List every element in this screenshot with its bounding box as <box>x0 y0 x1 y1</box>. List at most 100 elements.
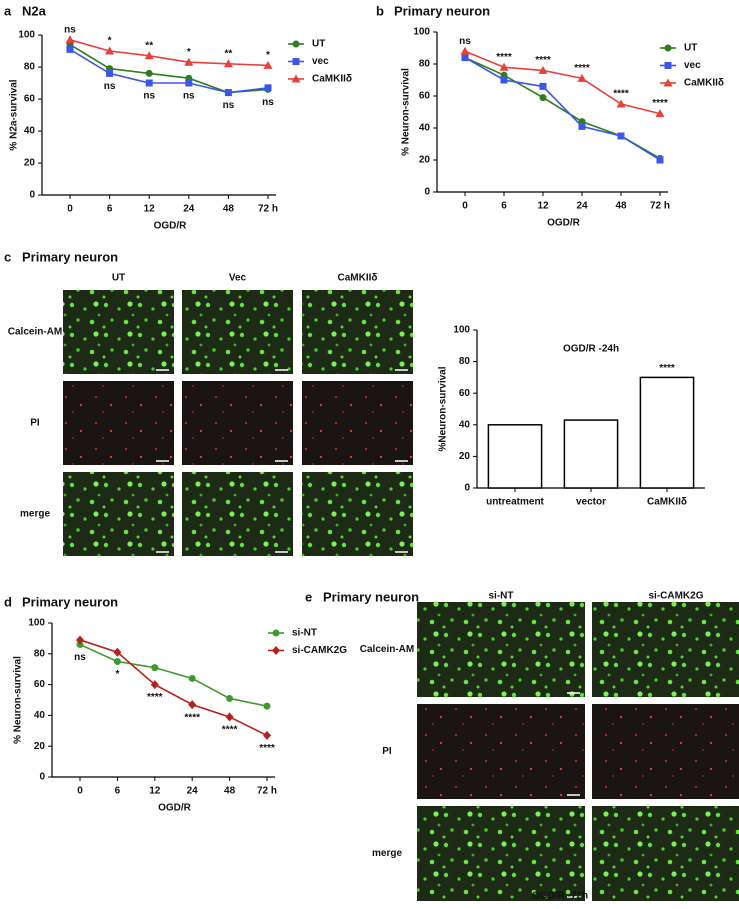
data-point <box>184 57 194 66</box>
x-tick-label: 12 <box>537 201 549 212</box>
legend-marker <box>292 40 300 48</box>
x-tick-label: 24 <box>183 204 195 215</box>
micrograph <box>592 602 739 697</box>
y-tick-label: 20 <box>459 451 471 462</box>
legend-label: UT <box>684 43 697 54</box>
data-point <box>656 156 664 164</box>
micrograph <box>182 381 293 465</box>
data-point <box>105 46 115 55</box>
data-point <box>225 712 234 722</box>
data-point <box>264 84 272 92</box>
significance: **** <box>222 725 238 736</box>
data-point <box>461 54 469 62</box>
column-label: si-CAMK2G <box>648 591 703 602</box>
legend-marker <box>291 74 301 83</box>
legend-label: si-CAMK2G <box>292 645 347 656</box>
data-point <box>500 76 508 84</box>
y-tick-label: 20 <box>24 158 36 169</box>
legend-marker <box>272 646 280 655</box>
micrograph <box>417 806 585 901</box>
row-label: merge <box>20 509 50 520</box>
series-line <box>79 643 268 707</box>
y-axis-label: %Neuron-survival <box>438 366 449 451</box>
series-line <box>69 48 269 94</box>
x-tick-label: 12 <box>144 204 156 215</box>
significance: **** <box>259 743 275 754</box>
data-point <box>113 647 122 657</box>
x-tick-label: 0 <box>462 201 468 212</box>
micrograph <box>592 806 739 901</box>
x-tick-label: 72 h <box>650 201 670 212</box>
y-tick-label: 80 <box>459 356 471 367</box>
significance: * <box>266 50 270 61</box>
column-label: UT <box>112 273 125 284</box>
data-point <box>188 674 196 682</box>
x-tick-label: 48 <box>224 786 236 797</box>
data-point <box>263 702 271 710</box>
x-axis-label: OGD/R <box>158 803 192 814</box>
x-tick-label: 6 <box>501 201 507 212</box>
row-label: PI <box>382 746 392 757</box>
panel-title: Primary neuron <box>394 3 490 18</box>
data-point <box>76 641 84 649</box>
x-tick-label: 6 <box>107 204 113 215</box>
data-point <box>150 680 159 690</box>
y-tick-label: 40 <box>24 126 36 137</box>
significance: **** <box>574 63 590 74</box>
data-point <box>65 35 75 44</box>
panel-label: b <box>376 3 384 18</box>
data-point <box>113 658 121 665</box>
y-tick-label: 0 <box>39 772 45 783</box>
data-point <box>578 122 586 130</box>
data-point <box>224 89 232 97</box>
legend-label: CaMKIIδ <box>312 74 352 85</box>
y-tick-label: 80 <box>24 62 36 73</box>
legend-label: UT <box>312 39 325 50</box>
micrograph <box>302 290 413 374</box>
legend-marker <box>272 629 280 637</box>
y-tick-label: 60 <box>34 679 46 690</box>
caption: OGD/R -72h <box>532 891 588 902</box>
bar <box>639 376 695 489</box>
data-point <box>539 82 547 90</box>
y-tick-label: 100 <box>28 618 45 629</box>
series-line <box>464 56 661 160</box>
significance: **** <box>496 52 512 63</box>
data-point <box>106 69 114 77</box>
x-tick-label: 72 h <box>258 204 278 215</box>
legend-marker <box>664 44 672 52</box>
panel-title: N2a <box>22 3 47 18</box>
legend-label: CaMKIIδ <box>684 78 724 89</box>
x-tick-label: 24 <box>576 201 588 212</box>
panel-label: a <box>4 3 12 18</box>
x-tick-label: 72 h <box>257 786 277 797</box>
y-tick-label: 60 <box>459 388 471 399</box>
legend-label: si-NT <box>292 628 317 639</box>
x-tick-label: 12 <box>149 786 161 797</box>
data-point <box>655 109 665 118</box>
bar <box>487 424 543 489</box>
data-point <box>144 51 154 60</box>
x-tick-label: 0 <box>77 786 83 797</box>
x-tick-label: 48 <box>615 201 627 212</box>
column-label: Vec <box>229 273 247 284</box>
micrograph <box>417 602 585 697</box>
panel-title: Primary neuron <box>22 249 118 264</box>
x-tick-label: 48 <box>223 204 235 215</box>
micrograph <box>182 290 293 374</box>
data-point <box>499 62 509 71</box>
series-line <box>69 43 269 94</box>
significance: ** <box>145 40 153 51</box>
y-tick-label: 80 <box>34 648 46 659</box>
row-label: Calcein-AM <box>360 644 414 655</box>
data-point <box>76 635 84 645</box>
significance: **** <box>613 89 629 100</box>
y-tick-label: 40 <box>419 123 431 134</box>
significance: ns <box>223 100 235 111</box>
x-axis-label: OGD/R <box>154 221 188 232</box>
data-point <box>539 94 547 102</box>
significance: ns <box>74 652 86 663</box>
y-axis-label: % Neuron-survival <box>401 68 412 156</box>
